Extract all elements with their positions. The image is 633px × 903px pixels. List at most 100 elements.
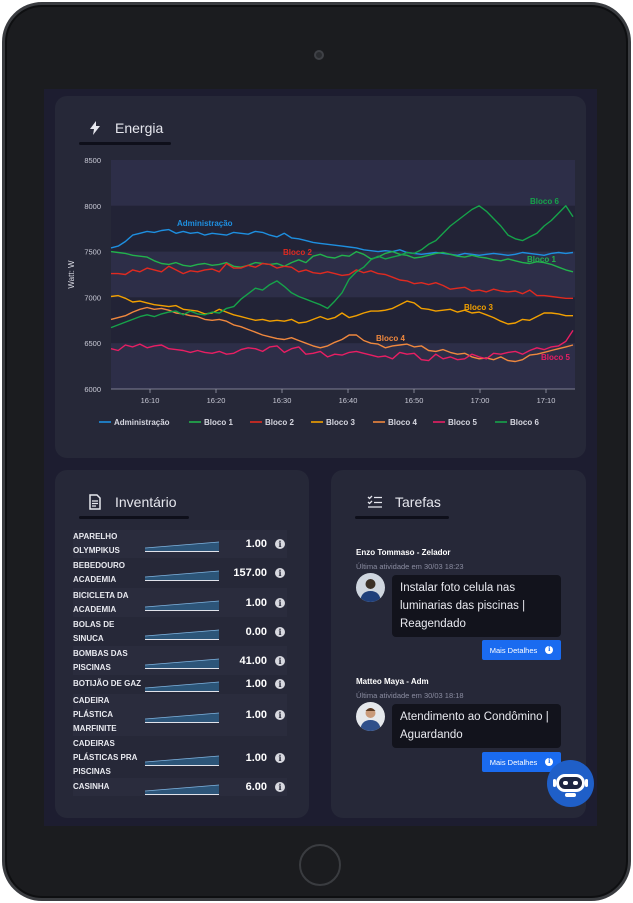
mais-detalhes-button[interactable]: Mais Detalhes i <box>482 640 561 660</box>
plot-band <box>111 160 575 206</box>
series-label: Bloco 2 <box>283 248 312 257</box>
sparkline-chart <box>145 600 219 611</box>
inventory-item-value: 1.00 <box>245 678 267 690</box>
bolt-icon <box>90 121 100 135</box>
tarefas-header: Tarefas <box>367 494 441 510</box>
inventory-row: BOLAS DE SINUCA 0.00 i <box>73 617 287 646</box>
sparkline-chart <box>145 755 219 766</box>
sparkline-chart <box>145 629 219 640</box>
series-label: Administração <box>177 219 233 228</box>
energia-title: Energia <box>115 120 164 136</box>
series-label: Bloco 1 <box>527 255 556 264</box>
inventory-row: BEBEDOURO ACADEMIA 157.00 i <box>73 559 287 587</box>
legend-entry: Bloco 6 <box>510 418 539 427</box>
info-icon[interactable]: i <box>275 539 285 549</box>
inventory-item-name: CASINHA <box>73 782 110 791</box>
info-icon[interactable]: i <box>275 568 285 578</box>
plot-band <box>111 297 575 344</box>
inventory-row: APARELHO OLYMPIKUS 1.00 i <box>73 530 287 558</box>
info-icon[interactable]: i <box>275 782 285 792</box>
y-tick-label: 7000 <box>84 293 101 302</box>
info-icon[interactable]: i <box>275 752 285 763</box>
inventory-item-value: 1.00 <box>245 751 267 764</box>
y-tick-label: 6000 <box>84 385 101 394</box>
info-icon[interactable]: i <box>275 597 285 608</box>
x-tick-label: 17:00 <box>471 396 490 405</box>
y-tick-label: 8500 <box>84 156 101 165</box>
series-line <box>110 294 573 325</box>
task-description: Instalar foto celula nas luminarias das … <box>392 575 561 637</box>
info-icon[interactable]: i <box>275 655 285 666</box>
energia-card: Energia 8500 8000 7500 7000 6500 6000 Watt: W 1… <box>55 96 586 458</box>
energy-chart: 8500 8000 7500 7000 6500 6000 Watt: W 16:10 16:2… <box>67 156 575 427</box>
x-tick-label: 16:30 <box>273 396 292 405</box>
sparkline-chart <box>145 658 219 669</box>
task-user: Enzo Tommaso - Zelador <box>356 548 451 557</box>
title-underline <box>355 516 449 519</box>
title-underline <box>79 516 189 519</box>
inventory-row: BICICLETA DA ACADEMIA 1.00 i <box>73 588 287 617</box>
inventory-row: CASINHA 6.00 i <box>73 778 287 796</box>
inventory-item-name: APARELHO OLYMPIKUS <box>73 532 120 555</box>
info-icon: i <box>545 758 554 766</box>
button-label: Mais Detalhes <box>489 757 538 767</box>
robot-icon <box>553 774 588 797</box>
tarefas-title: Tarefas <box>395 494 441 510</box>
inventory-item-name: BOTIJÃO DE GAZ <box>73 679 142 688</box>
inventory-item-value: 6.00 <box>245 781 267 793</box>
series-line <box>110 228 574 257</box>
plot-band <box>111 343 575 389</box>
inventario-title: Inventário <box>115 494 177 510</box>
inventory-row: CADEIRA PLÁSTICA MARFINITE 1.00 i <box>73 694 287 736</box>
inventory-row: CADEIRAS PLÁSTICAS PRA PISCINAS 1.00 i <box>73 737 287 778</box>
inventario-card: Inventário APARELHO OLYMPIKUS 1.00 i BEBEDO… <box>55 470 309 818</box>
mais-detalhes-button[interactable]: Mais Detalhes i <box>482 752 561 772</box>
info-icon[interactable]: i <box>275 710 285 720</box>
inventory-item-value: 0.00 <box>245 625 267 638</box>
title-underline <box>79 142 171 145</box>
info-icon[interactable]: i <box>275 679 285 689</box>
series-line <box>110 306 574 363</box>
inventario-header: Inventário <box>87 494 176 510</box>
inventory-row: BOTIJÃO DE GAZ 1.00 i <box>73 675 287 693</box>
camera-icon <box>314 50 324 60</box>
task-description: Atendimento ao Condômino | Aguardando <box>392 704 561 748</box>
inventory-item-value: 41.00 <box>239 654 267 667</box>
series-line <box>110 205 574 329</box>
x-tick-label: 16:20 <box>207 396 226 405</box>
inventory-item-value: 1.00 <box>245 709 267 721</box>
avatar <box>356 573 385 602</box>
x-tick-label: 16:40 <box>339 396 358 405</box>
y-axis-label: Watt: W <box>67 260 76 289</box>
plot-band <box>111 205 575 252</box>
sparkline-chart <box>145 681 219 692</box>
inventory-item-value: 1.00 <box>245 538 267 550</box>
info-icon[interactable]: i <box>275 626 285 637</box>
x-tick-label: 16:50 <box>405 396 424 405</box>
legend-entry: Bloco 3 <box>326 418 355 427</box>
chatbot-button[interactable] <box>547 760 594 807</box>
series-label: Bloco 5 <box>541 353 570 362</box>
inventory-item-name: BOLAS DE SINUCA <box>73 619 115 643</box>
task-time: Última atividade em 30/03 18:23 <box>356 562 464 571</box>
user-photo-icon <box>360 708 381 731</box>
x-tick-label: 16:10 <box>141 396 160 405</box>
task-user: Matteo Maya - Adm <box>356 677 429 686</box>
series-line <box>110 330 574 362</box>
task-time: Última atividade em 30/03 18:18 <box>356 691 464 700</box>
sparkline-chart <box>145 541 219 552</box>
series-label: Bloco 6 <box>530 197 559 206</box>
sparkline-chart <box>145 784 219 795</box>
user-photo-icon <box>360 579 381 602</box>
info-icon: i <box>545 646 554 654</box>
checklist-icon <box>367 495 382 508</box>
inventory-row: BOMBAS DAS PISCINAS 41.00 i <box>73 646 287 675</box>
tarefas-card: Tarefas Enzo Tommaso - Zelador Última at… <box>331 470 586 818</box>
series-line <box>110 250 574 273</box>
y-tick-label: 6500 <box>84 339 101 348</box>
avatar <box>356 702 385 731</box>
inventory-item-name: BEBEDOURO ACADEMIA <box>73 561 126 584</box>
inventory-item-value: 157.00 <box>233 567 267 579</box>
home-button[interactable] <box>299 844 341 886</box>
